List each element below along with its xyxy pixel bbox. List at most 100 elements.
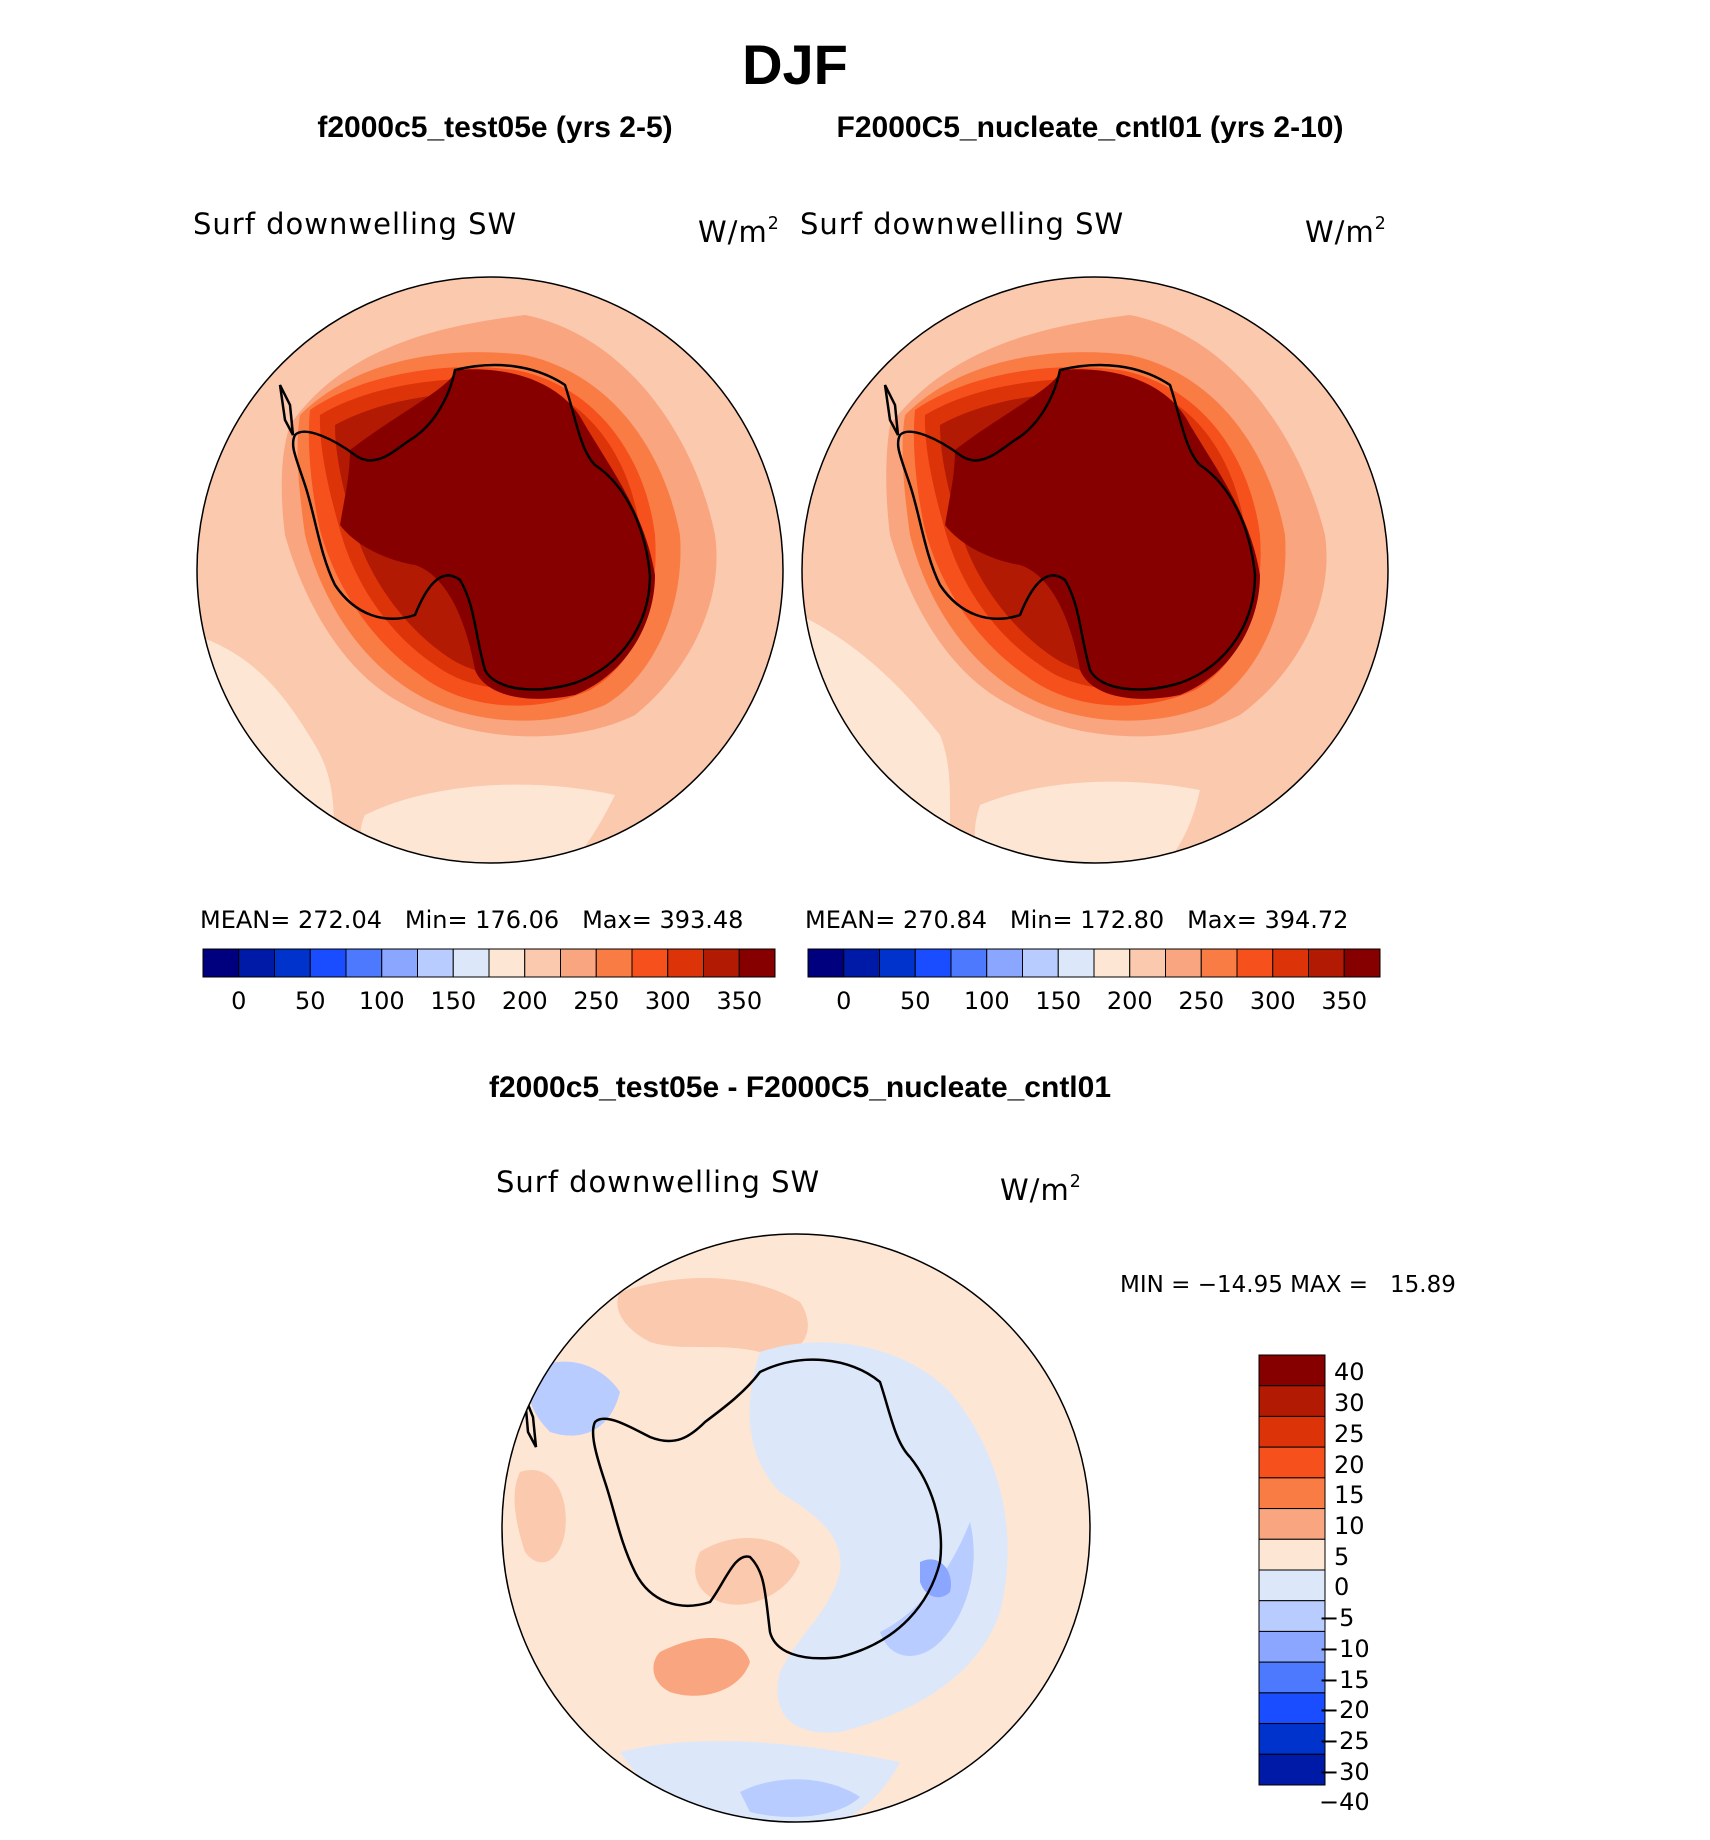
diff-positive-patch-south	[653, 1638, 750, 1696]
colorbar-tick-label: 100	[963, 987, 1010, 1015]
panel2-variable-label: Surf downwelling SW	[800, 207, 1125, 241]
colorbar-swatch	[1022, 948, 1059, 978]
diff-colorbar	[1258, 1354, 1326, 1786]
panel1-title: f2000c5_test05e (yrs 2-5)	[317, 111, 673, 144]
colorbar-tick-label: 300	[1249, 987, 1296, 1015]
colorbar-swatch	[524, 948, 561, 978]
colorbar-swatch	[1258, 1477, 1326, 1510]
colorbar-tick-label: 350	[716, 987, 763, 1015]
colorbar-tick-label: 30	[1334, 1389, 1365, 1418]
colorbar-swatch	[1258, 1508, 1326, 1540]
colorbar-tick-label: −15	[1319, 1665, 1370, 1694]
diff-negative-region-west	[528, 1361, 620, 1436]
colorbar-swatch	[1236, 948, 1274, 978]
colorbar-tick-label: 350	[1321, 987, 1368, 1015]
colorbar-tick-label: 200	[501, 987, 548, 1015]
colorbar-swatch	[1343, 948, 1381, 978]
diff-positive-patch-interior	[695, 1538, 800, 1605]
panel1-contour-350	[340, 369, 655, 699]
colorbar-swatch	[631, 948, 669, 978]
panel1-antarctica-coastline	[278, 363, 652, 691]
colorbar-tick-label: 100	[358, 987, 405, 1015]
colorbar-swatch	[843, 948, 880, 978]
colorbar-tick-label: 50	[294, 987, 326, 1015]
colorbar-tick-label: 0	[231, 987, 247, 1015]
colorbar-swatch	[345, 948, 383, 978]
diff-negative-patch-south	[740, 1779, 860, 1817]
colorbar-tick-label: 10	[1334, 1511, 1365, 1540]
panel1-stats: MEAN= 272.04 Min= 176.06 Max= 393.48	[200, 906, 744, 934]
colorbar-swatch	[986, 948, 1023, 978]
colorbar-swatch	[1258, 1661, 1326, 1694]
colorbar-swatch	[1258, 1692, 1326, 1725]
colorbar-swatch	[488, 948, 526, 978]
diff-minmax-label: MIN = −14.95 MAX = 15.89	[1120, 1272, 1456, 1298]
panel1-low-sw-region-south	[360, 784, 615, 863]
colorbar-tick-label: −30	[1319, 1757, 1370, 1786]
colorbar-tick-label: 200	[1106, 987, 1153, 1015]
colorbar-tick-label: −5	[1319, 1604, 1355, 1633]
colorbar-swatch	[1057, 948, 1095, 978]
colorbar-swatch	[1258, 1753, 1326, 1786]
panel2-colorbar	[807, 948, 1381, 978]
colorbar-swatch	[703, 948, 740, 978]
panel1-units-label: W/m2	[698, 214, 780, 250]
colorbar-tick-label: 5	[1334, 1542, 1350, 1571]
colorbar-tick-label: −20	[1319, 1696, 1370, 1725]
colorbar-tick-label: 0	[1334, 1573, 1350, 1602]
colorbar-tick-label: 150	[430, 987, 477, 1015]
colorbar-swatch	[1258, 1354, 1326, 1387]
colorbar-tick-label: 250	[573, 987, 620, 1015]
diff-antarctica-coastline	[523, 1358, 943, 1660]
panel1-variable-label: Surf downwelling SW	[193, 207, 518, 241]
panel2-polar-map	[801, 276, 1389, 864]
colorbar-swatch	[1165, 948, 1202, 978]
page-title: DJF	[742, 33, 848, 96]
diff-polar-map	[501, 1233, 1091, 1823]
colorbar-swatch	[1258, 1415, 1326, 1448]
colorbar-swatch	[560, 948, 597, 978]
colorbar-swatch	[738, 948, 776, 978]
colorbar-swatch	[1258, 1630, 1326, 1663]
colorbar-swatch	[1258, 1385, 1326, 1417]
colorbar-swatch	[1200, 948, 1238, 978]
colorbar-tick-label: −25	[1319, 1726, 1370, 1755]
colorbar-swatch	[381, 948, 418, 978]
panel2-title: F2000C5_nucleate_cntl01 (yrs 2-10)	[836, 111, 1344, 144]
colorbar-tick-label: 40	[1334, 1358, 1365, 1387]
panel2-contour-350	[945, 369, 1260, 699]
colorbar-swatch	[309, 948, 347, 978]
colorbar-tick-label: 15	[1334, 1481, 1365, 1510]
diff-positive-patch-west	[514, 1470, 566, 1563]
colorbar-swatch	[1258, 1600, 1326, 1632]
colorbar-tick-label: 250	[1178, 987, 1225, 1015]
panel2-antarctica-coastline	[883, 363, 1257, 691]
colorbar-swatch	[238, 948, 275, 978]
diff-positive-patch-north	[617, 1278, 808, 1354]
colorbar-swatch	[1258, 1569, 1326, 1602]
colorbar-swatch	[914, 948, 952, 978]
colorbar-swatch	[1093, 948, 1131, 978]
colorbar-tick-label: 25	[1334, 1419, 1365, 1448]
colorbar-swatch	[1129, 948, 1166, 978]
colorbar-swatch	[595, 948, 633, 978]
colorbar-tick-label: 150	[1035, 987, 1082, 1015]
colorbar-swatch	[202, 948, 240, 978]
colorbar-swatch	[1308, 948, 1345, 978]
panel2-low-sw-region-south	[974, 781, 1200, 863]
panel2-stats: MEAN= 270.84 Min= 172.80 Max= 394.72	[805, 906, 1349, 934]
diff-units-label: W/m2	[1000, 1172, 1082, 1208]
colorbar-swatch	[1258, 1538, 1326, 1571]
colorbar-tick-label: −40	[1319, 1788, 1370, 1817]
colorbar-swatch	[1272, 948, 1309, 978]
panel1-polar-map	[196, 276, 784, 864]
panel1-colorbar	[202, 948, 776, 978]
colorbar-swatch	[1258, 1723, 1326, 1755]
colorbar-tick-label: 300	[644, 987, 691, 1015]
colorbar-swatch	[879, 948, 916, 978]
colorbar-tick-label: 50	[899, 987, 931, 1015]
colorbar-tick-label: 20	[1334, 1450, 1365, 1479]
colorbar-swatch	[274, 948, 311, 978]
colorbar-swatch	[950, 948, 988, 978]
colorbar-swatch	[417, 948, 454, 978]
